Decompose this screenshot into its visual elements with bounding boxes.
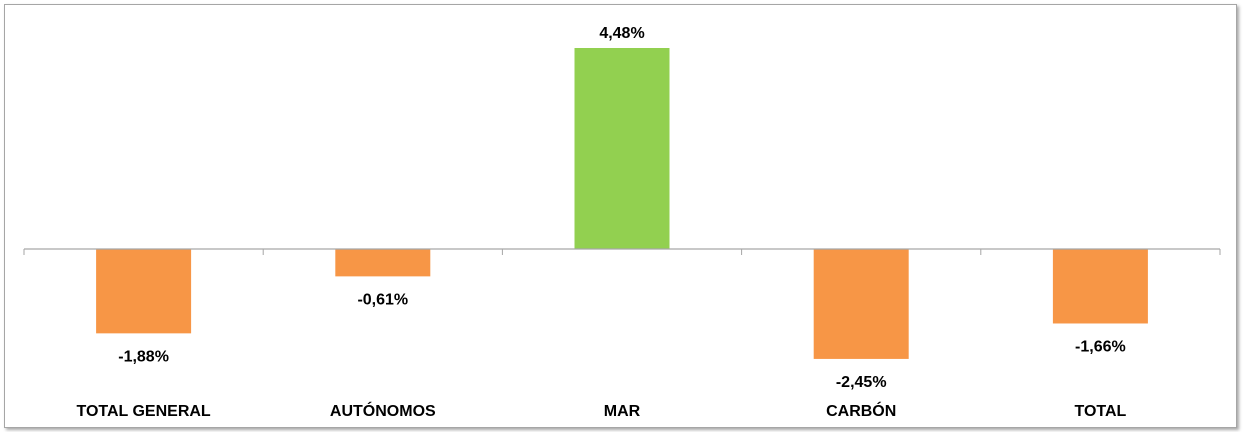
- bar-1: [335, 249, 431, 277]
- chart-frame: -1,88% TOTAL GENERAL -0,61% AUTÓNOMOS 4,48% M…: [4, 4, 1237, 428]
- data-label-1: -0,61%: [357, 291, 408, 308]
- category-label-4: TOTAL: [1074, 403, 1126, 420]
- bar-4: [1052, 249, 1148, 324]
- bars-layer: [96, 48, 1148, 359]
- category-label-2: MAR: [604, 403, 641, 420]
- axis-layer: [23, 248, 1221, 255]
- data-label-0: -1,88%: [118, 348, 169, 365]
- bar-2: [574, 48, 670, 249]
- category-label-1: AUTÓNOMOS: [330, 401, 436, 420]
- data-label-2: 4,48%: [599, 25, 644, 42]
- bar-3: [813, 249, 909, 359]
- category-label-0: TOTAL GENERAL: [76, 403, 210, 420]
- data-label-4: -1,66%: [1075, 338, 1126, 355]
- category-label-3: CARBÓN: [826, 401, 896, 420]
- data-label-3: -2,45%: [836, 374, 887, 391]
- labels-layer: -1,88% TOTAL GENERAL -0,61% AUTÓNOMOS 4,48% M…: [76, 25, 1126, 420]
- bar-0: [96, 249, 192, 334]
